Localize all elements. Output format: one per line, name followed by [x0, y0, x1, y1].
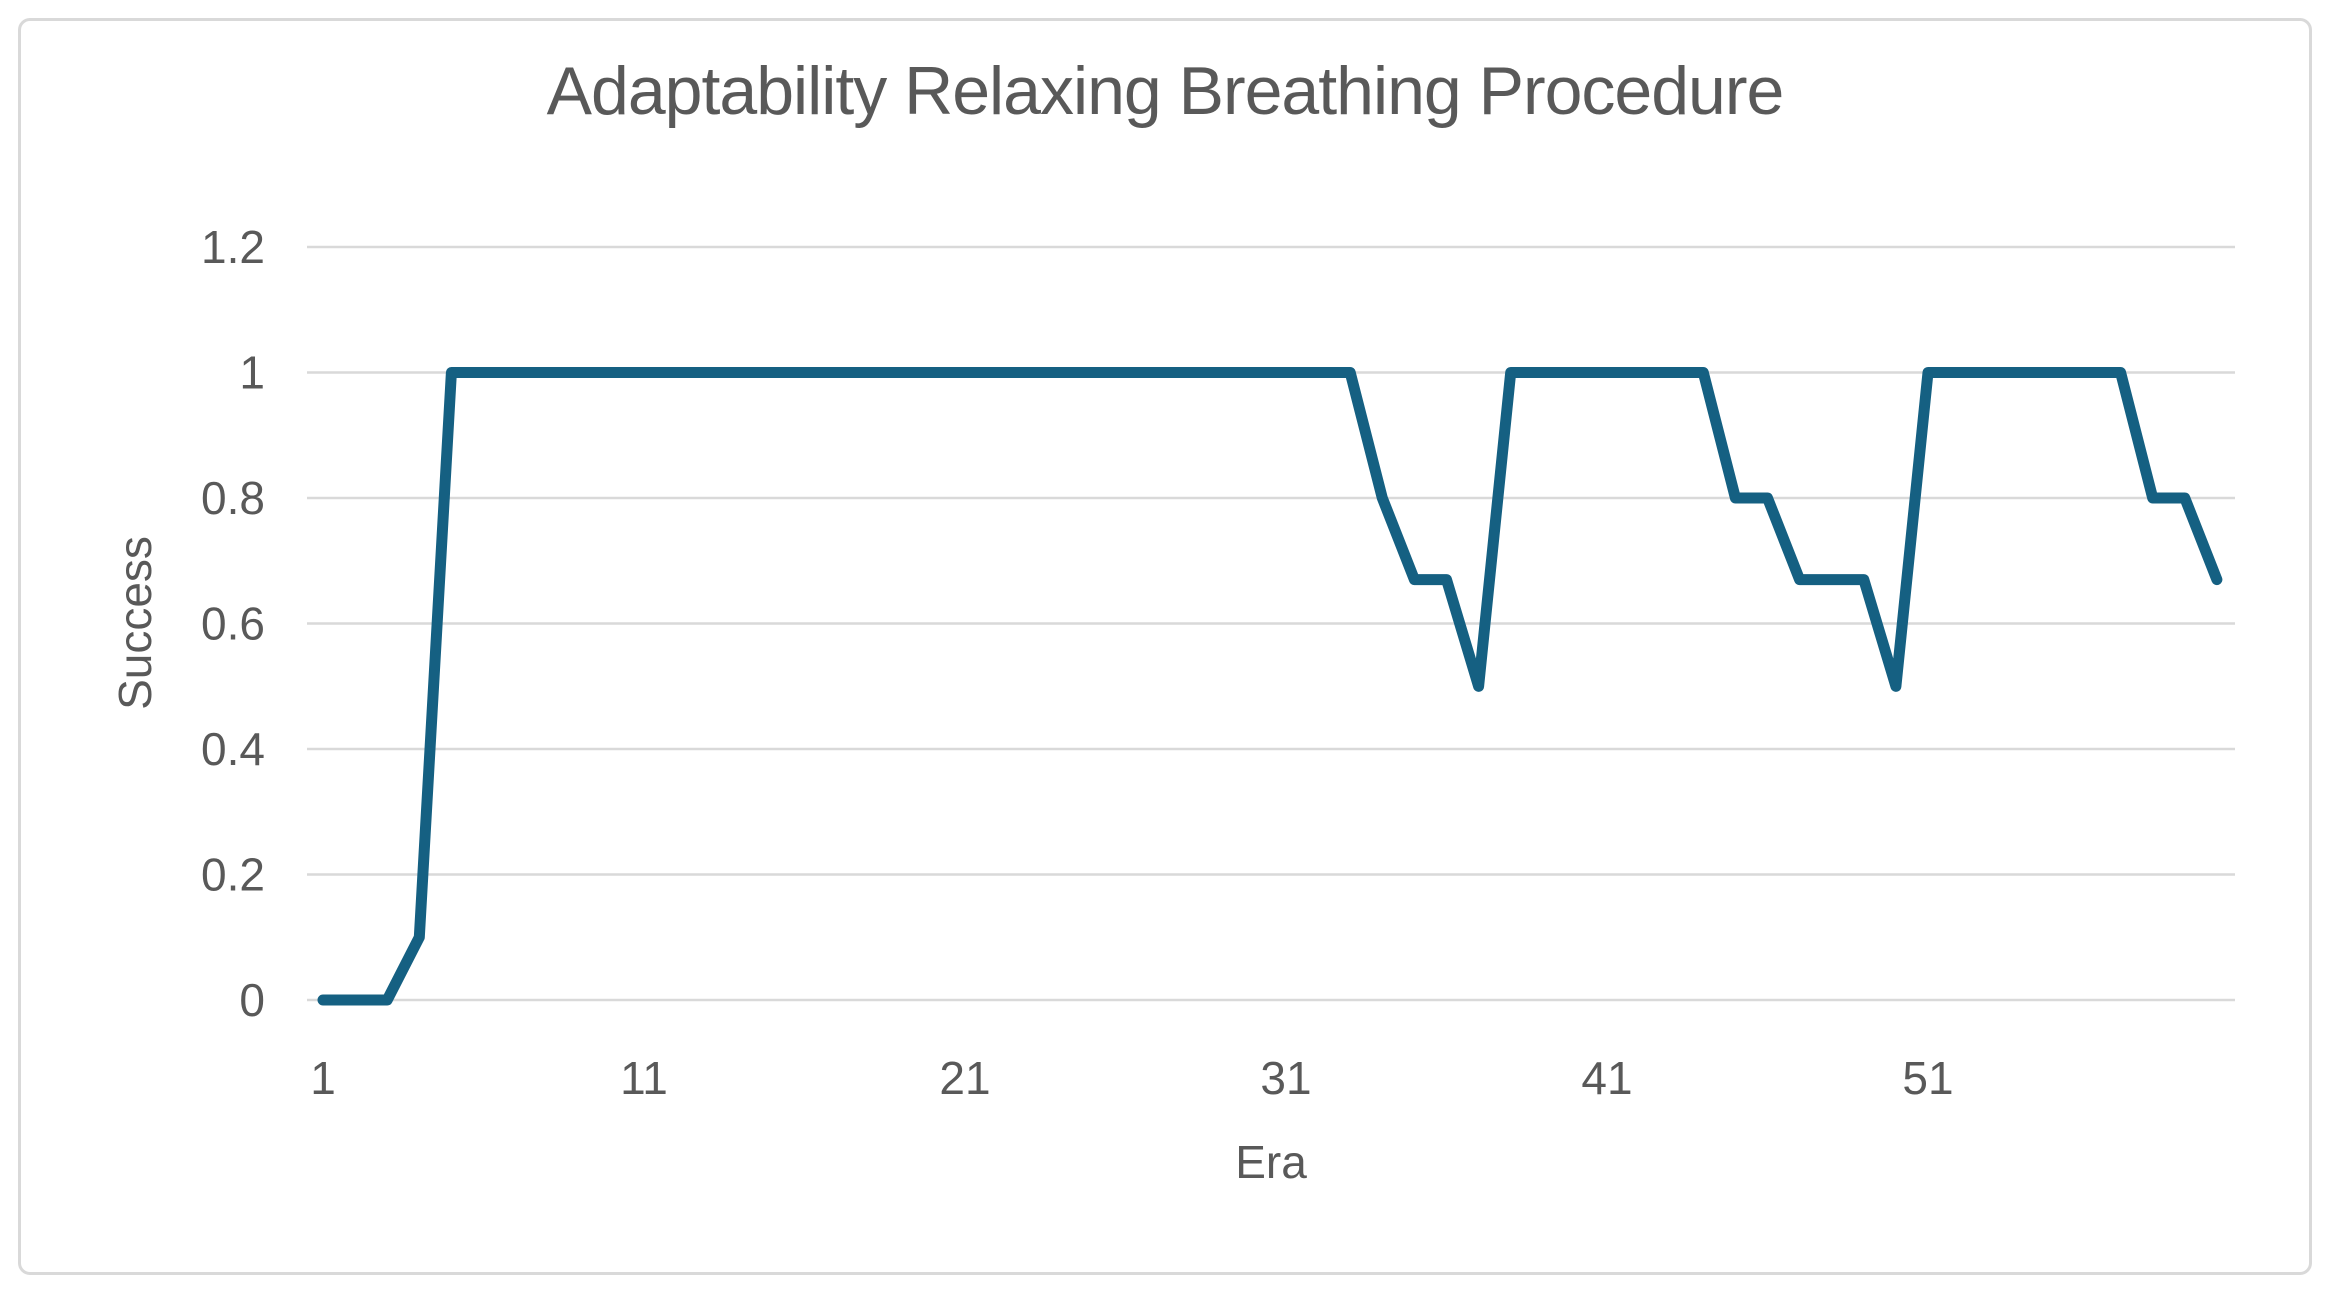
- y-tick-label: 0.8: [201, 472, 265, 524]
- x-axis-title: Era: [1235, 1136, 1307, 1188]
- x-tick-label: 11: [620, 1052, 668, 1104]
- y-tick-label: 0.6: [201, 598, 265, 650]
- y-tick-label: 0: [239, 974, 265, 1026]
- chart-border: [18, 18, 2312, 1275]
- x-tick-label: 21: [939, 1052, 990, 1104]
- y-axis-tick-labels: 0 0.2 0.4 0.6 0.8 1 1.2: [201, 221, 265, 1026]
- x-axis-tick-labels: 1 11 21 31 41 51: [310, 1052, 1953, 1104]
- series-line-success: [317, 367, 2223, 1006]
- y-tick-label: 1.2: [201, 221, 265, 273]
- chart-title: Adaptability Relaxing Breathing Procedur…: [546, 53, 1785, 129]
- x-tick-label: 1: [310, 1052, 336, 1104]
- y-tick-label: 0.4: [201, 723, 265, 775]
- x-tick-label: 41: [1581, 1052, 1632, 1104]
- gridlines: [307, 245, 2235, 1002]
- y-tick-label: 1: [239, 347, 265, 399]
- x-tick-label: 31: [1260, 1052, 1311, 1104]
- x-tick-label: 51: [1902, 1052, 1953, 1104]
- y-tick-label: 0.2: [201, 849, 265, 901]
